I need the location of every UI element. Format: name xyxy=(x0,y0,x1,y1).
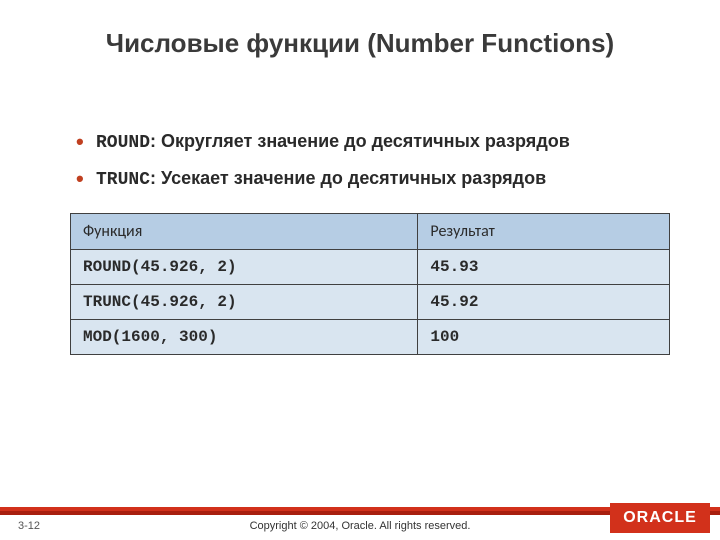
footer-row: 3-12 Copyright © 2004, Oracle. All right… xyxy=(0,515,720,540)
table-row: TRUNC(45.926, 2) 45.92 xyxy=(71,284,670,319)
bullet-code: ROUND xyxy=(96,133,150,153)
bullet-code: TRUNC xyxy=(96,170,150,190)
table-cell-result: 100 xyxy=(418,319,670,354)
table-header-row: Функция Результат xyxy=(71,213,670,249)
table-cell-function: TRUNC(45.926, 2) xyxy=(71,284,418,319)
bullet-list: ROUND: Округляет значение до десятичных … xyxy=(70,130,660,193)
table-header-function: Функция xyxy=(71,213,418,249)
table-row: ROUND(45.926, 2) 45.93 xyxy=(71,249,670,284)
bullet-item: TRUNC: Усекает значение до десятичных ра… xyxy=(70,167,660,192)
functions-table: Функция Результат ROUND(45.926, 2) 45.93… xyxy=(70,213,670,355)
table-cell-function: ROUND(45.926, 2) xyxy=(71,249,418,284)
slide-footer: 3-12 Copyright © 2004, Oracle. All right… xyxy=(0,507,720,540)
slide-content: ROUND: Округляет значение до десятичных … xyxy=(70,130,660,355)
table-header-result: Результат xyxy=(418,213,670,249)
table-cell-result: 45.92 xyxy=(418,284,670,319)
bullet-text: : Округляет значение до десятичных разря… xyxy=(150,131,570,151)
bullet-item: ROUND: Округляет значение до десятичных … xyxy=(70,130,660,155)
slide-title: Числовые функции (Number Functions) xyxy=(0,28,720,59)
table-row: MOD(1600, 300) 100 xyxy=(71,319,670,354)
table-cell-function: MOD(1600, 300) xyxy=(71,319,418,354)
slide: Числовые функции (Number Functions) ROUN… xyxy=(0,0,720,540)
table-cell-result: 45.93 xyxy=(418,249,670,284)
oracle-logo: ORACLE xyxy=(610,503,710,533)
bullet-text: : Усекает значение до десятичных разрядо… xyxy=(150,168,546,188)
